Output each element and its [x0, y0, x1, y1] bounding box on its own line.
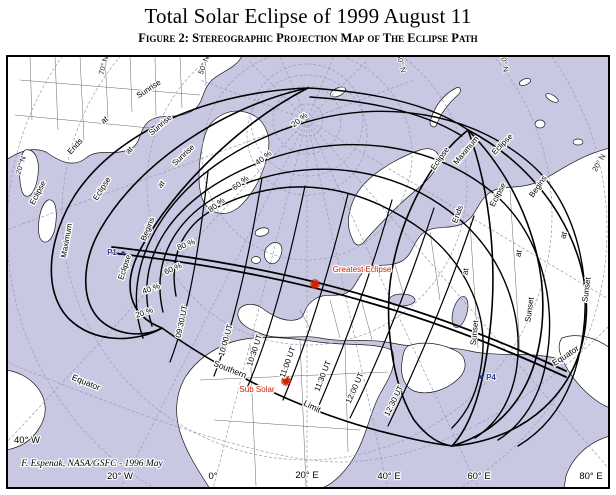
markers-layer [121, 251, 483, 386]
land-africa [176, 337, 395, 488]
curve-eclipse-begins-at-sunrise [129, 87, 309, 329]
time-contours [169, 171, 475, 427]
greatest-eclipse-marker [310, 279, 320, 289]
greatest-eclipse-label: Greatest Eclipse [333, 265, 392, 274]
landmasses [7, 56, 609, 488]
time-line-1200 [349, 207, 435, 419]
land-arctic-island-1 [518, 78, 532, 86]
time-line-1100 [282, 193, 349, 401]
land-iceland [254, 227, 270, 237]
figure-title: Total Solar Eclipse of 1999 August 11 [144, 4, 472, 28]
figure-subtitle: Figure 2: Stereographic Projection Map o… [138, 31, 478, 45]
time-line-1030 [246, 185, 306, 389]
land-ireland [251, 256, 261, 264]
contour-40pct [145, 143, 551, 441]
political-borders [14, 56, 521, 487]
map-frame [6, 55, 610, 489]
curve-maximum-eclipse-at-sunset [451, 129, 544, 447]
lon-40w: 40° W [14, 435, 40, 446]
credit: F. Espenak, NASA/GSFC - 1996 May [20, 459, 163, 469]
land-arctic-island-3 [534, 119, 546, 129]
contour-20pct [135, 110, 586, 447]
land-south-america [7, 369, 46, 451]
lon-20e: 20° E [295, 470, 318, 481]
p1-label: P1 [107, 248, 117, 257]
land-greenland [198, 110, 270, 214]
eclipse-curves [50, 87, 588, 447]
sub-solar-label: Sub Solar [239, 385, 274, 394]
curve-eclipse-begins-at-sunset [451, 129, 588, 447]
lon-0: 0° [208, 471, 217, 482]
land-south-asia [558, 335, 609, 408]
sea-caspian [451, 296, 469, 328]
curve-maximum-eclipse-at-sunrise [85, 87, 309, 335]
land-arabia [401, 342, 466, 394]
ends-sunset-at: at [461, 267, 471, 276]
lon-40e: 40° E [377, 471, 400, 482]
sunset-curves [387, 129, 588, 447]
p4-marker [479, 375, 483, 379]
time-line-0930 [169, 171, 209, 363]
lon-60e: 60° E [467, 471, 490, 482]
sub-solar-marker [281, 376, 291, 386]
curve-eclipse-ends-at-sunrise [50, 87, 309, 340]
curve-east-loop-inner [387, 129, 469, 447]
lon-20w: 20° W [107, 471, 133, 482]
time-line-1230 [387, 215, 475, 427]
contour-60pct [159, 168, 519, 439]
central-path-band [111, 246, 567, 378]
land-arctic-island-4 [572, 138, 584, 146]
graticule [7, 56, 609, 488]
ends-sunset-sunset: Sunset [469, 319, 481, 345]
land-arctic-island-2 [545, 93, 559, 103]
eclipse-map: Eclipse Ends at Sunrise Maximum Eclipse at Sunr… [6, 55, 610, 489]
curve-southern-limit [161, 327, 453, 447]
lon-80e: 80° E [579, 471, 602, 482]
contour-80pct [173, 186, 484, 429]
land-north-america [7, 56, 243, 164]
land-baffin-island [19, 149, 39, 197]
land-southeast-corner [563, 435, 609, 488]
p1-marker [121, 251, 125, 255]
p4-label: P4 [486, 373, 496, 382]
time-line-1130 [316, 199, 393, 411]
time-line-1000 [213, 177, 263, 377]
percent-contours [135, 110, 586, 447]
land-island-sw [38, 199, 57, 243]
umbral-south-limit [111, 252, 567, 378]
umbral-north-limit [111, 246, 567, 372]
map-svg: EclipseEndsatSunriseMaximumEclipseatSunr… [6, 55, 610, 489]
graticule-equator [7, 325, 609, 463]
land-scandinavia [348, 148, 440, 246]
sunrise-curves [50, 87, 309, 340]
